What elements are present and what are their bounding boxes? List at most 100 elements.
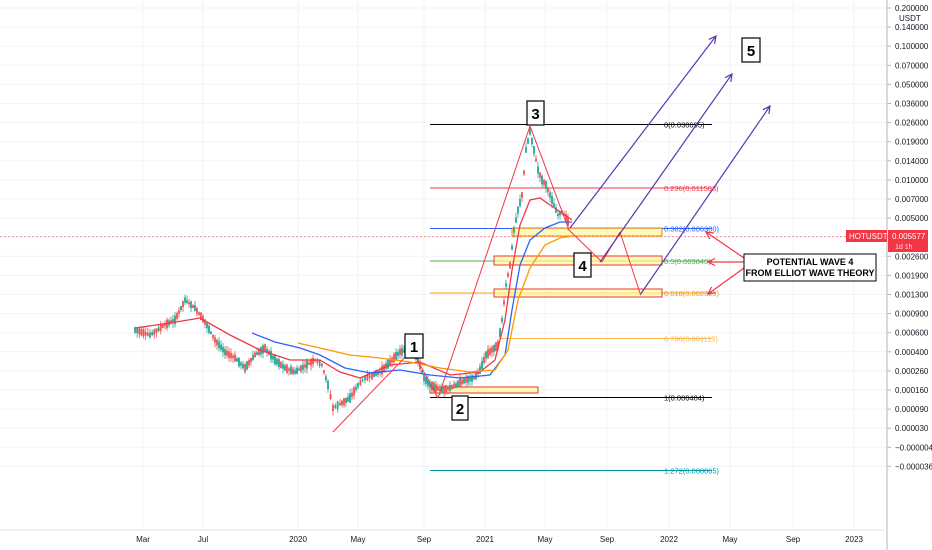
candle-body <box>487 349 489 358</box>
candle-body <box>280 361 282 368</box>
fib-label: 0.618(0.002325) <box>664 289 720 298</box>
ma-orange <box>297 235 573 373</box>
candle-body <box>497 341 499 349</box>
candle-body <box>507 273 509 277</box>
candle-body <box>323 370 325 374</box>
candle-body <box>459 378 461 388</box>
candle-body <box>142 329 145 337</box>
candle-body <box>161 324 164 328</box>
y-tick-label: 0.007000 <box>895 195 929 204</box>
candle-body <box>515 217 517 223</box>
candle-body <box>258 349 260 356</box>
candle-body <box>537 166 539 174</box>
candle-body <box>505 283 507 287</box>
candle-body <box>531 137 533 145</box>
candle-body <box>435 384 437 392</box>
candle-body <box>425 376 427 384</box>
x-tick-label: Sep <box>786 535 801 544</box>
candle-body <box>236 358 238 362</box>
candle-body <box>151 331 154 336</box>
wave-path <box>568 229 603 263</box>
y-tick-label: 0.019000 <box>895 138 929 147</box>
candle-body <box>479 366 481 374</box>
candle-body <box>401 347 403 356</box>
projection-arrow <box>639 105 771 296</box>
candlesticks <box>134 126 569 416</box>
candle-body <box>321 363 323 367</box>
candle-body <box>244 364 246 372</box>
candle-body <box>230 352 232 359</box>
candle-body <box>463 378 465 384</box>
y-tick-label: 0.036000 <box>895 100 929 109</box>
candle-body <box>216 339 218 346</box>
wave-label-box <box>404 333 424 359</box>
candle-body <box>184 297 186 303</box>
candle-body <box>218 341 220 349</box>
candle-body <box>140 328 143 336</box>
candle-body <box>264 344 266 352</box>
candle-body <box>351 392 353 397</box>
candle-body <box>421 370 423 374</box>
candle-body <box>290 366 292 375</box>
candle-body <box>399 349 401 355</box>
candle-body <box>274 355 276 365</box>
candle-body <box>359 380 362 385</box>
candle-body <box>198 312 200 315</box>
fibonacci-retracement[interactable]: 0(0.030695) 0.236(0.011563) 0.382(0.006300… <box>430 121 720 476</box>
candle-body <box>513 227 515 233</box>
candle-body <box>445 385 447 393</box>
candle-body <box>471 375 473 382</box>
y-tick-label: 0.000030 <box>895 424 929 433</box>
annotation-arrow <box>707 267 745 295</box>
candle-body <box>282 364 284 369</box>
candle-body <box>302 364 304 370</box>
projection-arrow <box>569 35 717 229</box>
candle-body <box>499 328 501 337</box>
wave-label: 3 <box>531 106 539 123</box>
candle-body <box>288 368 290 371</box>
candle-body <box>417 356 419 364</box>
x-axis[interactable]: Mar Jul 2020 May Sep 2021 May Sep 2022 May Sep 2023 <box>0 529 885 544</box>
candle-body <box>252 355 254 361</box>
candle-body <box>423 374 425 382</box>
candle-body <box>557 213 559 217</box>
candle-body <box>240 362 242 366</box>
candle-body <box>441 386 443 393</box>
candle-body <box>212 334 214 339</box>
candle-body <box>541 175 543 185</box>
candle-body <box>345 397 347 403</box>
candle-body <box>343 398 345 406</box>
candle-body <box>545 180 547 190</box>
candle-body <box>134 327 136 333</box>
support-zone <box>511 227 663 237</box>
candle-body <box>493 344 495 352</box>
projection-arrow-head <box>724 72 733 83</box>
candle-body <box>433 382 435 392</box>
candle-body <box>329 393 332 400</box>
y-tick-label: 0.001900 <box>895 271 929 280</box>
candle-body <box>182 300 184 308</box>
candle-body <box>170 320 172 324</box>
candle-body <box>256 352 258 356</box>
candle-body <box>334 405 337 409</box>
candle-body <box>447 386 449 390</box>
candle-body <box>192 304 194 308</box>
candle-body <box>200 312 202 321</box>
candle-body <box>503 300 505 305</box>
candle-body <box>437 387 439 391</box>
candle-body <box>254 352 256 358</box>
annotation-arrow-head <box>706 286 716 295</box>
candle-body <box>248 360 250 366</box>
support-zone <box>493 288 663 298</box>
candle-body <box>144 331 147 336</box>
y-tick-label: 0.014000 <box>895 157 929 166</box>
candle-body <box>172 319 174 323</box>
candle-body <box>327 380 329 390</box>
candle-body <box>246 361 248 370</box>
candle-body <box>455 383 457 387</box>
x-tick-label: 2021 <box>476 535 494 544</box>
y-tick-label: 0.140000 <box>895 23 929 32</box>
